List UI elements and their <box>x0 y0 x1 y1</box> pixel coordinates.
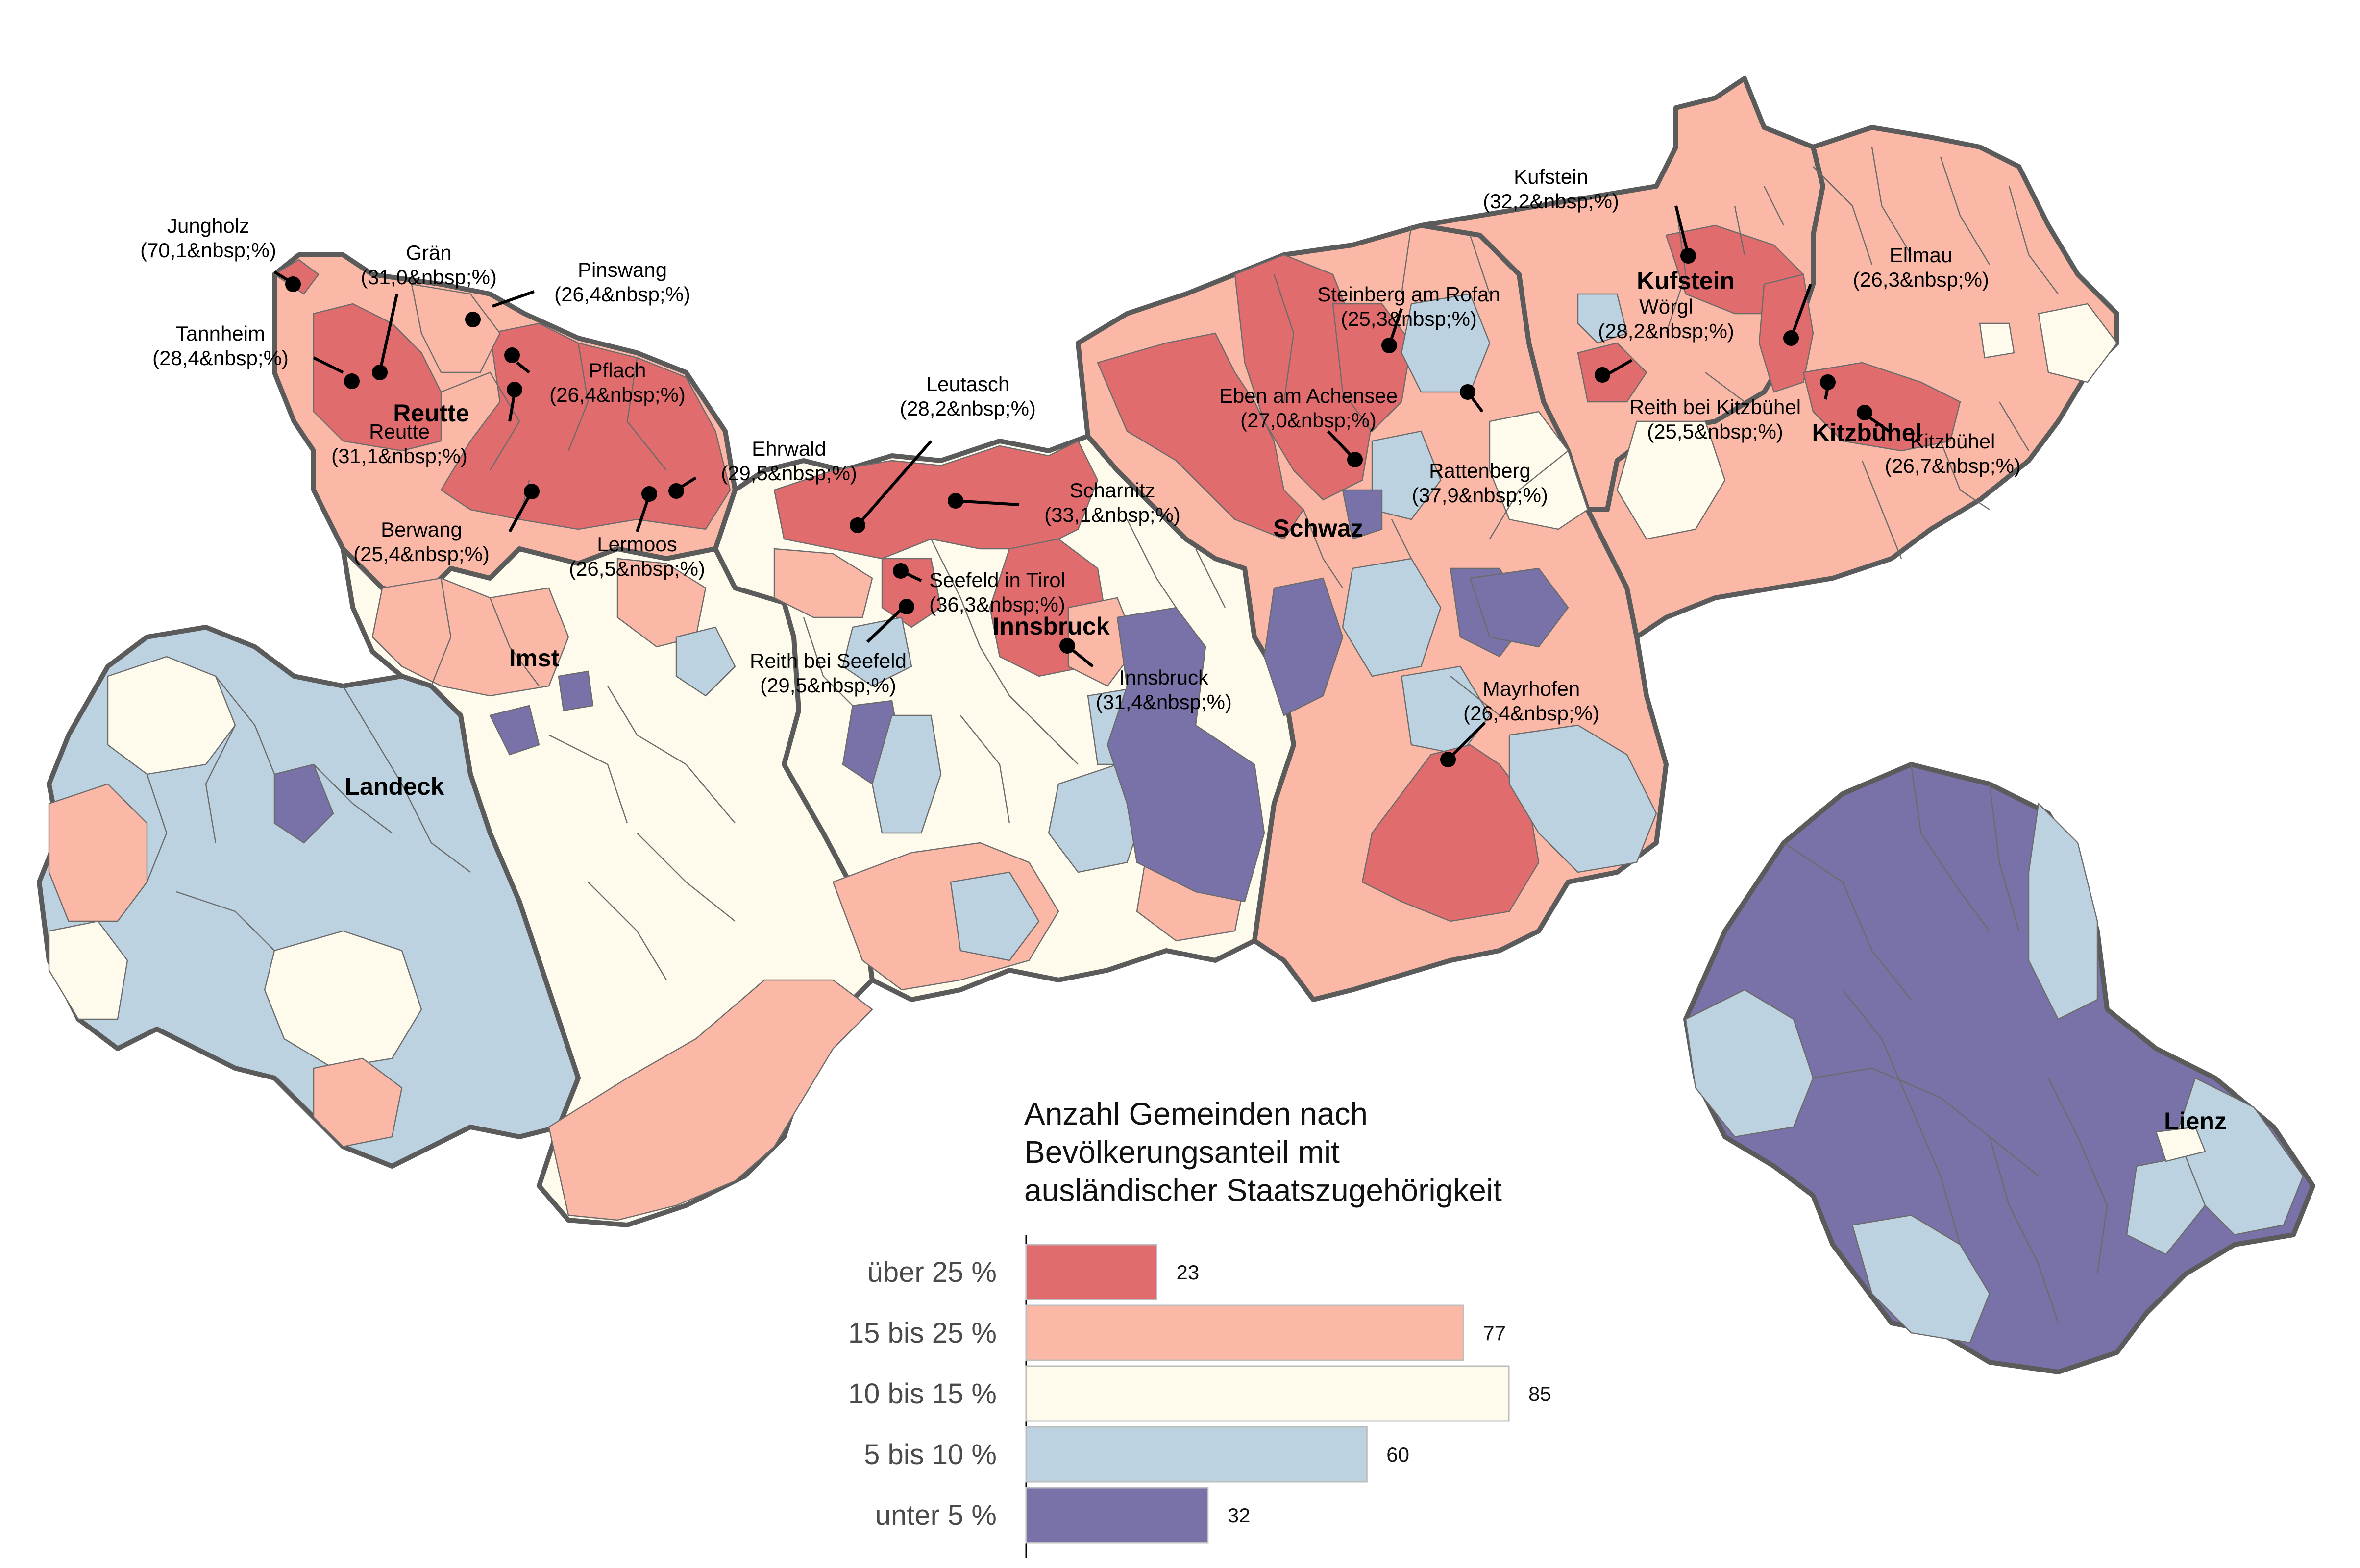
bar-1 <box>1025 1304 1464 1361</box>
label-reutte: Reutte (31,1&nbsp;%) <box>331 420 467 467</box>
bar-2 <box>1025 1365 1510 1422</box>
muni-patch <box>1401 665 1491 756</box>
label-reith-bei-seefeld: Reith bei Seefeld (29,5&nbsp;%) <box>750 649 907 697</box>
category-label: unter 5 % <box>875 1499 997 1531</box>
category-label: 5 bis 10 % <box>864 1439 997 1470</box>
label-pinswang: Pinswang (26,4&nbsp;%) <box>554 258 690 306</box>
muni-patch <box>440 322 731 530</box>
municipality-layer <box>48 224 2304 1344</box>
municipality-labels: Jungholz (70,1&nbsp;%) Grän (31,0&nbsp;%) … <box>140 165 2021 725</box>
label-tannheim: Tannheim (28,4&nbsp;%) <box>152 322 289 369</box>
label-lermoos: Lermoos (26,5&nbsp;%) <box>569 533 705 580</box>
district-name-landeck: Landeck <box>345 773 444 800</box>
muni-patch <box>773 548 873 618</box>
chart-bars: über 25 % 23 15 bis 25 % 77 10 bis 15 % 85 5 b… <box>848 1244 1551 1544</box>
muni-patch <box>1685 989 1814 1138</box>
district-name-imst: Imst <box>509 644 560 672</box>
muni-patch <box>264 930 422 1069</box>
muni-patch <box>1851 1214 1991 1344</box>
muni-patch <box>48 920 128 1020</box>
value-label: 85 <box>1528 1382 1551 1405</box>
district-name-schwaz: Schwaz <box>1273 514 1363 542</box>
label-kufstein: Kufstein (32,2&nbsp;%) <box>1483 165 1619 213</box>
muni-patch <box>313 1057 403 1148</box>
muni-patch <box>558 670 594 711</box>
bar-0 <box>1025 1244 1158 1300</box>
muni-patch <box>2155 1126 2206 1162</box>
muni-patch <box>1361 744 1540 922</box>
label-mayrhofen: Mayrhofen (26,4&nbsp;%) <box>1463 677 1599 725</box>
bar-4 <box>1025 1487 1209 1544</box>
muni-patch <box>1577 293 1628 344</box>
muni-patch <box>107 656 236 775</box>
label-eben-am-achensee: Eben am Achensee (27,0&nbsp;%) <box>1219 384 1398 432</box>
category-label: 15 bis 25 % <box>848 1317 997 1349</box>
district-names: Reutte Imst Landeck Innsbruck Schwaz Kuf… <box>345 267 2227 1135</box>
value-label: 60 <box>1386 1443 1409 1466</box>
label-ehrwald: Ehrwald (29,5&nbsp;%) <box>721 437 857 485</box>
muni-patch <box>1106 607 1265 903</box>
muni-patch <box>1469 567 1569 648</box>
muni-patch <box>2028 802 2098 1020</box>
municipality-borders <box>146 147 2108 1323</box>
muni-patch <box>48 783 148 922</box>
value-label: 23 <box>1177 1261 1200 1284</box>
muni-patch <box>273 763 334 844</box>
muni-patch <box>1342 489 1383 540</box>
muni-patch <box>1802 362 1961 452</box>
district-name-reutte: Reutte <box>393 399 469 427</box>
muni-patch <box>2038 303 2118 383</box>
label-dots <box>285 248 1872 767</box>
muni-patch <box>842 616 912 687</box>
muni-patch <box>489 705 540 756</box>
chart-title: Anzahl Gemeinden nach Bevölkerungsanteil … <box>1024 1096 1502 1208</box>
district-name-innsbruck: Innsbruck <box>993 612 1110 640</box>
value-label: 32 <box>1228 1504 1251 1527</box>
label-seefeld-in-tirol: Seefeld in Tirol (36,3&nbsp;%) <box>929 568 1065 616</box>
bar-chart: Anzahl Gemeinden nach Bevölkerungsanteil … <box>848 1096 1551 1558</box>
district-name-kitzbuehel: Kitzbühel <box>1812 419 1922 446</box>
category-label: 10 bis 15 % <box>848 1378 997 1410</box>
label-leutasch: Leutasch (28,2&nbsp;%) <box>900 372 1036 420</box>
muni-patch <box>371 577 569 697</box>
label-pflach: Pflach (26,4&nbsp;%) <box>549 359 686 406</box>
label-kitzbuehel: Kitzbühel (26,7&nbsp;%) <box>1885 430 2021 477</box>
muni-patch <box>675 626 736 697</box>
label-berwang: Berwang (25,4&nbsp;%) <box>353 518 490 565</box>
label-rattenberg: Rattenberg (37,9&nbsp;%) <box>1412 459 1548 507</box>
muni-patch <box>950 871 1040 961</box>
district-name-kufstein: Kufstein <box>1637 267 1735 294</box>
district-name-lienz: Lienz <box>2164 1107 2227 1135</box>
label-woergl: Wörgl (28,2&nbsp;%) <box>1598 295 1734 343</box>
muni-patch <box>1508 724 1657 873</box>
label-reith-bei-kitzbuehel: Reith bei Kitzbühel (25,5&nbsp;%) <box>1629 395 1801 443</box>
label-jungholz: Jungholz (70,1&nbsp;%) <box>140 214 276 262</box>
muni-patch <box>1097 332 1304 540</box>
label-scharnitz: Scharnitz (33,1&nbsp;%) <box>1044 479 1180 526</box>
bar-3 <box>1025 1426 1368 1483</box>
muni-patch <box>1979 322 2015 359</box>
muni-patch <box>1263 577 1344 716</box>
muni-patch <box>548 979 873 1221</box>
muni-patch <box>1616 420 1726 540</box>
category-label: über 25 % <box>867 1256 997 1288</box>
value-label: 77 <box>1483 1322 1506 1345</box>
muni-patch <box>1489 411 1589 530</box>
label-ellmau: Ellmau (26,3&nbsp;%) <box>1853 244 1989 291</box>
label-innsbruck: Innsbruck (31,4&nbsp;%) <box>1096 666 1232 713</box>
label-steinberg-am-rofan: Steinberg am Rofan (25,3&nbsp;%) <box>1317 283 1500 330</box>
muni-patch <box>411 283 501 373</box>
label-graen: Grän (31,0&nbsp;%) <box>361 241 497 289</box>
muni-patch <box>871 714 942 834</box>
